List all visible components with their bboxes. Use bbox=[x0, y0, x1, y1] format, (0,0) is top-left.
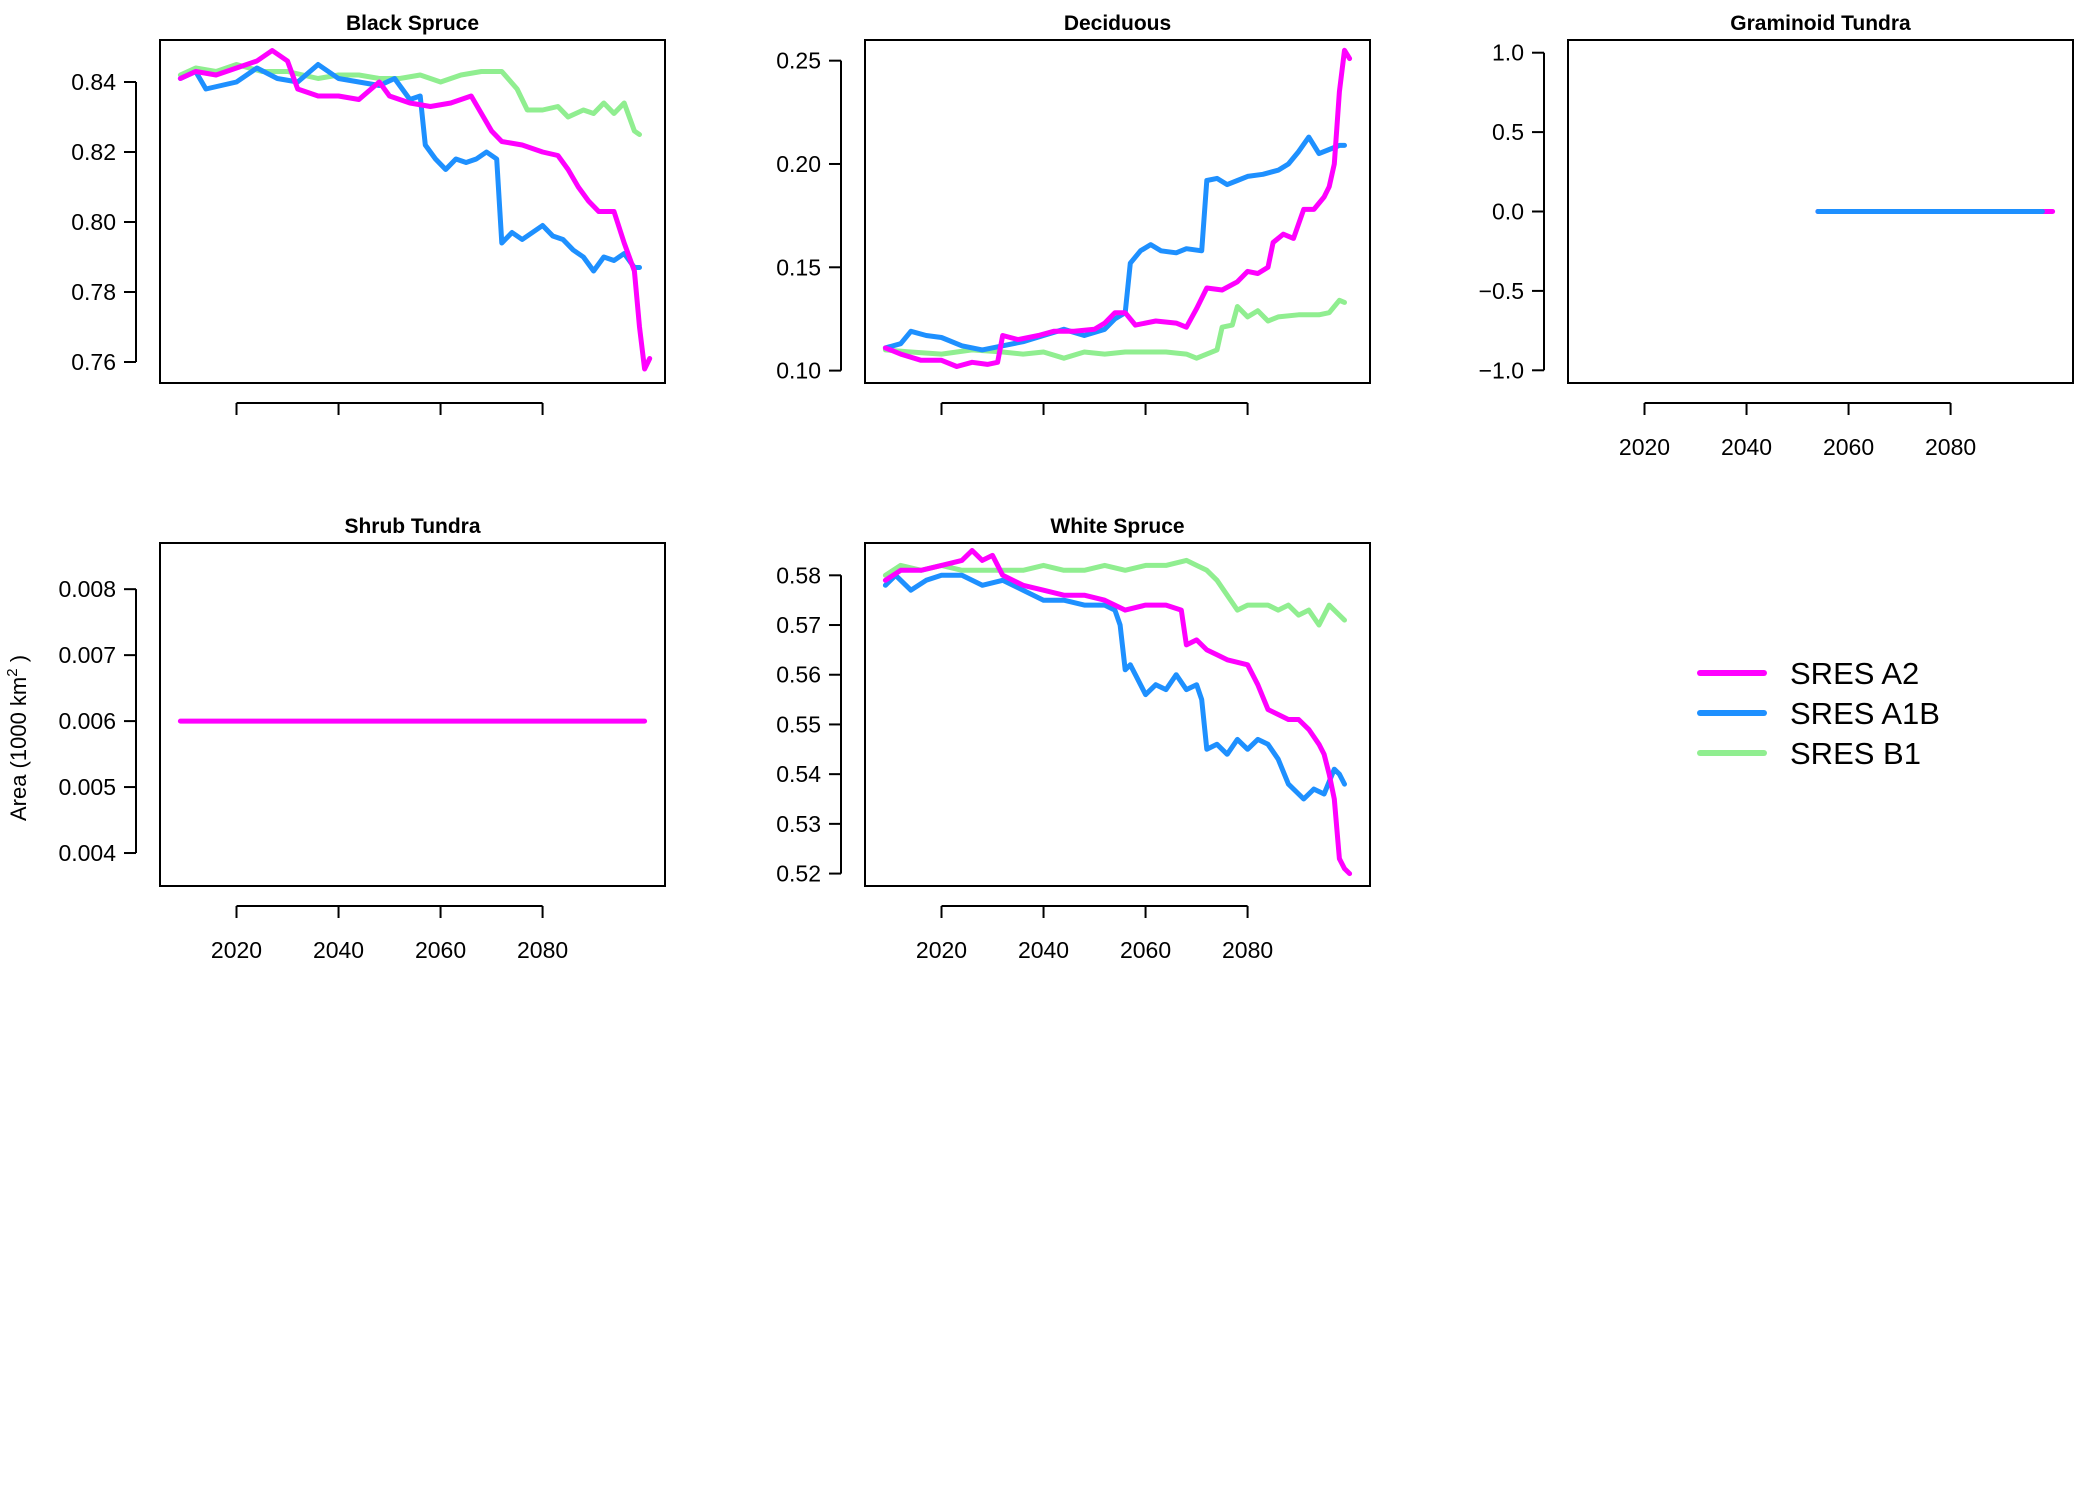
y-tick-label: 0.007 bbox=[58, 642, 116, 668]
x-tick-label: 2080 bbox=[517, 937, 568, 963]
series-line-sres-a2 bbox=[882, 548, 1353, 877]
y-tick-label: 0.25 bbox=[776, 48, 821, 74]
y-tick-label: 0.54 bbox=[776, 761, 821, 787]
series-line-sres-a2 bbox=[882, 47, 1353, 369]
x-tick-label: 2060 bbox=[1823, 434, 1874, 460]
y-tick-label: 0.58 bbox=[776, 562, 821, 588]
y-tick-label: −0.5 bbox=[1479, 278, 1524, 304]
y-tick-label: 0.84 bbox=[71, 69, 116, 95]
y-tick-label: 0.53 bbox=[776, 811, 821, 837]
y-tick-label: 0.76 bbox=[71, 349, 116, 375]
y-tick-label: 0.005 bbox=[58, 774, 116, 800]
y-tick-label: 0.0 bbox=[1492, 199, 1524, 225]
plot-frame bbox=[1567, 39, 2074, 384]
y-tick-label: 0.78 bbox=[71, 279, 116, 305]
x-tick-label: 2040 bbox=[313, 937, 364, 963]
y-tick-label: 0.10 bbox=[776, 358, 821, 384]
y-axis-label-superscript: 2 bbox=[4, 668, 21, 676]
panel-title: White Spruce bbox=[1050, 515, 1184, 538]
series-line-sres-b1 bbox=[882, 297, 1347, 361]
legend-label-sres-a2: SRES A2 bbox=[1790, 656, 1919, 691]
panel-title: Black Spruce bbox=[346, 12, 479, 35]
y-tick-label: 0.20 bbox=[776, 151, 821, 177]
x-tick-label: 2080 bbox=[1925, 434, 1976, 460]
y-tick-label: −1.0 bbox=[1479, 357, 1524, 383]
y-axis-label: Area (1000 km2 ) bbox=[4, 655, 31, 821]
series-line-sres-b1 bbox=[882, 557, 1347, 628]
y-tick-label: 0.56 bbox=[776, 662, 821, 688]
y-tick-label: 0.006 bbox=[58, 708, 116, 734]
plot-frame bbox=[159, 39, 666, 384]
legend: SRES A2 SRES A1B SRES B1 bbox=[1697, 656, 1940, 771]
x-tick-label: 2040 bbox=[1721, 434, 1772, 460]
y-tick-label: 0.008 bbox=[58, 576, 116, 602]
y-tick-label: 0.80 bbox=[71, 209, 116, 235]
x-tick-label: 2040 bbox=[1018, 937, 1069, 963]
y-tick-label: 0.15 bbox=[776, 254, 821, 280]
panel-graminoid-tundra: Graminoid Tundra −1.0 −0.5 0.0 0.5 1.0 2020 204… bbox=[1479, 12, 2074, 460]
panel-shrub-tundra: Shrub Tundra 0.004 0.005 0.006 0.007 0.008 202… bbox=[58, 515, 666, 963]
y-axis-label-close: ) bbox=[6, 655, 31, 668]
y-tick-label: 0.004 bbox=[58, 840, 116, 866]
panel-title: Shrub Tundra bbox=[344, 515, 480, 538]
panel-black-spruce: Black Spruce 0.76 0.78 0.80 0.82 0.84 bbox=[71, 12, 666, 415]
plot-frame bbox=[864, 39, 1371, 384]
x-tick-label: 2020 bbox=[1619, 434, 1670, 460]
y-tick-label: 0.52 bbox=[776, 861, 821, 887]
x-tick-label: 2020 bbox=[916, 937, 967, 963]
x-tick-label: 2080 bbox=[1222, 937, 1273, 963]
series-line-sres-b1 bbox=[177, 62, 642, 137]
panel-title: Graminoid Tundra bbox=[1730, 12, 1911, 35]
x-tick-label: 2020 bbox=[211, 937, 262, 963]
plot-frame bbox=[864, 542, 1371, 887]
y-tick-label: 0.57 bbox=[776, 612, 821, 638]
legend-label-sres-a1b: SRES A1B bbox=[1790, 696, 1940, 731]
y-tick-label: 0.55 bbox=[776, 711, 821, 737]
y-axis-label-text: Area (1000 km bbox=[6, 677, 31, 821]
panel-white-spruce: White Spruce 0.52 0.53 0.54 0.55 0.56 0.57 0.58… bbox=[776, 515, 1371, 963]
x-tick-label: 2060 bbox=[415, 937, 466, 963]
panel-deciduous: Deciduous 0.10 0.15 0.20 0.25 bbox=[776, 12, 1371, 415]
panel-title: Deciduous bbox=[1064, 12, 1171, 35]
y-tick-label: 1.0 bbox=[1492, 40, 1524, 66]
x-tick-label: 2060 bbox=[1120, 937, 1171, 963]
series-line-sres-a1b bbox=[177, 62, 642, 274]
series-line-sres-a1b bbox=[882, 572, 1347, 802]
legend-label-sres-b1: SRES B1 bbox=[1790, 736, 1921, 771]
y-tick-label: 0.5 bbox=[1492, 119, 1524, 145]
panels: Black Spruce 0.76 0.78 0.80 0.82 0.84 Deciduou… bbox=[58, 12, 2074, 963]
series-line-sres-a1b bbox=[882, 134, 1347, 353]
y-tick-label: 0.82 bbox=[71, 139, 116, 165]
plot-frame bbox=[159, 542, 666, 887]
series-line-sres-a2 bbox=[177, 48, 653, 372]
